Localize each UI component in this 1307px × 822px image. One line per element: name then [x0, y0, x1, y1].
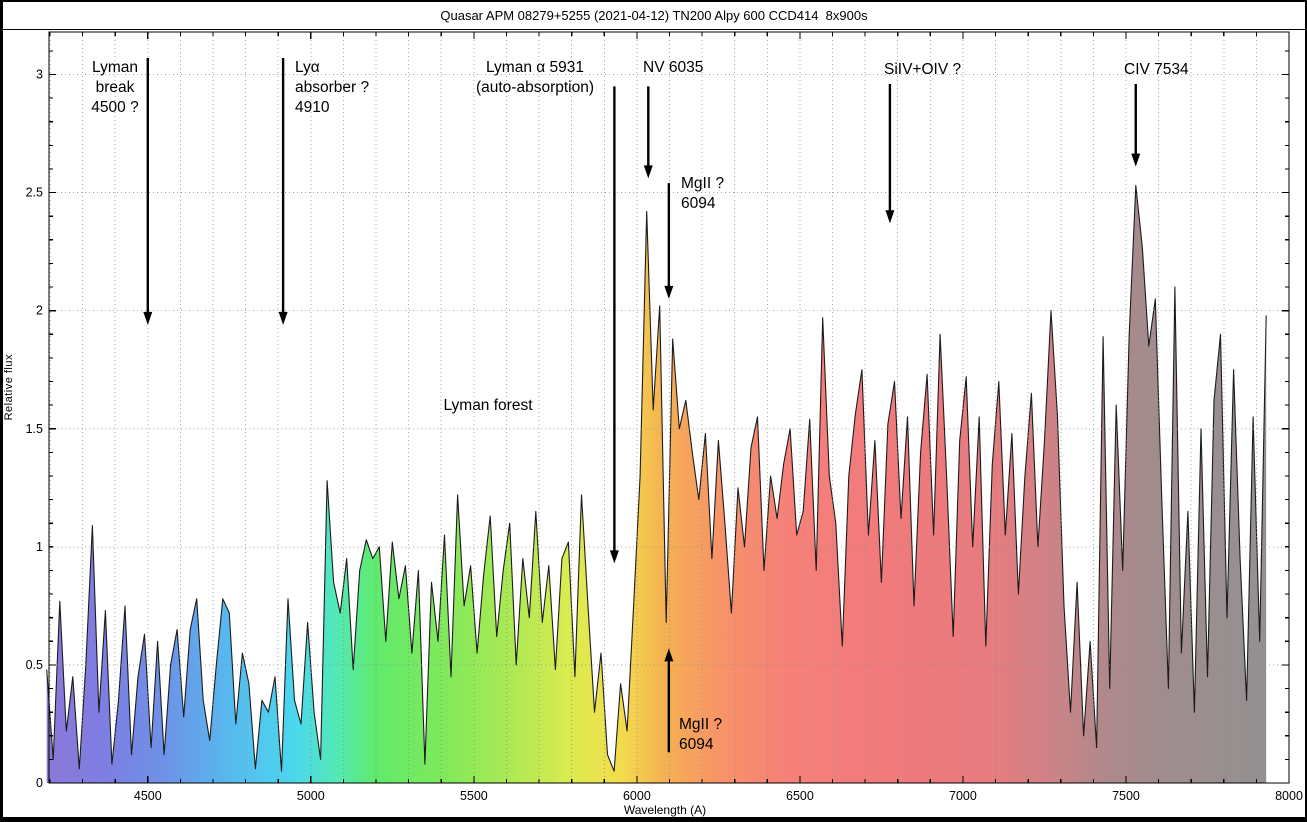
annotation-arrowhead-civ: [1131, 153, 1141, 167]
annotation-arrows: [143, 57, 1141, 753]
y-tick-label: 1: [36, 540, 43, 554]
annotation-arrowhead-mgii-top: [664, 285, 674, 299]
annotation-lya-absorber: Lyα absorber ? 4910: [295, 59, 370, 116]
plot-frame: [48, 31, 1290, 784]
annotation-lyman-forest: Lyman forest: [443, 397, 533, 414]
x-tick-label: 6000: [623, 789, 651, 803]
annotation-mgii-top: MgII ? 6094: [681, 175, 725, 212]
annotation-nv: NV 6035: [643, 59, 704, 76]
y-tick-label: 3: [36, 68, 43, 82]
x-tick-label: 5500: [460, 789, 488, 803]
y-tick-label: 2.5: [26, 186, 43, 200]
spectrum-area: [46, 185, 1267, 783]
annotation-arrowhead-lyman-alpha: [609, 550, 619, 564]
tick-labels: 4500 5000 5500 6000 6500 7000 7500 8000 0 0.5 1 1.5…: [26, 68, 1303, 803]
annotation-arrowhead-siiv-oiv: [885, 210, 895, 224]
annotation-lyman-break: Lyman break 4500 ?: [91, 59, 139, 116]
y-tick-label: 2: [36, 304, 43, 318]
annotation-arrowhead-lyman-break: [143, 311, 153, 325]
annotation-mgii-bottom: MgII ? 6094: [679, 716, 723, 753]
y-tick-label: 0: [36, 776, 43, 790]
annotation-arrowhead-lya-absorber: [278, 311, 288, 325]
x-tick-label: 8000: [1275, 789, 1303, 803]
x-tick-label: 6500: [786, 789, 814, 803]
annotation-siiv-oiv: SiIV+OIV ?: [884, 61, 962, 78]
y-tick-label: 1.5: [26, 422, 43, 436]
x-axis-title: Wavelength (A): [623, 803, 707, 817]
x-tick-label: 4500: [134, 789, 162, 803]
y-axis-title: Relative flux: [3, 354, 15, 421]
annotation-civ: CIV 7534: [1124, 61, 1189, 78]
annotation-arrowhead-mgii-bottom: [664, 648, 674, 662]
annotation-arrowhead-nv: [643, 165, 653, 179]
x-tick-label: 5000: [297, 789, 325, 803]
y-tick-label: 0.5: [26, 658, 43, 672]
page-title: Quasar APM 08279+5255 (2021-04-12) TN200…: [440, 8, 868, 23]
annotation-lyman-alpha: Lyman α 5931 (auto-absorption): [475, 59, 595, 96]
x-tick-label: 7500: [1112, 789, 1140, 803]
spectrum-plot: 4500 5000 5500 6000 6500 7000 7500 8000 0 0.5 1 1.5…: [26, 31, 1303, 803]
spectrum-line: [46, 184, 1267, 772]
title-bar: Quasar APM 08279+5255 (2021-04-12) TN200…: [3, 2, 1305, 30]
x-tick-label: 7000: [949, 789, 977, 803]
